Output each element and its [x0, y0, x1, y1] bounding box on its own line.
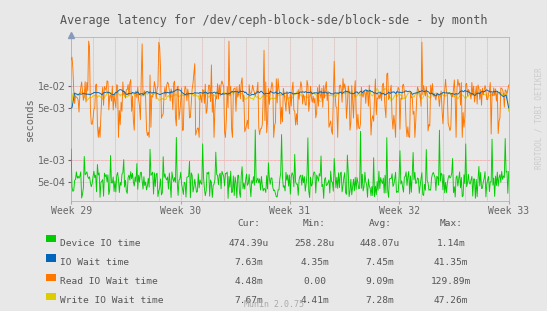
- Text: IO Wait time: IO Wait time: [60, 258, 129, 267]
- Text: 7.67m: 7.67m: [235, 296, 263, 305]
- Text: 448.07u: 448.07u: [360, 239, 400, 248]
- Text: 41.35m: 41.35m: [434, 258, 469, 267]
- Text: Min:: Min:: [303, 219, 326, 228]
- Text: 474.39u: 474.39u: [229, 239, 269, 248]
- Y-axis label: seconds: seconds: [25, 97, 35, 141]
- Text: 0.00: 0.00: [303, 277, 326, 286]
- Text: 4.41m: 4.41m: [300, 296, 329, 305]
- Text: Average latency for /dev/ceph-block-sde/block-sde - by month: Average latency for /dev/ceph-block-sde/…: [60, 14, 487, 27]
- Text: 7.45m: 7.45m: [366, 258, 394, 267]
- Text: 129.89m: 129.89m: [431, 277, 472, 286]
- Text: Max:: Max:: [440, 219, 463, 228]
- Text: 7.28m: 7.28m: [366, 296, 394, 305]
- Text: 1.14m: 1.14m: [437, 239, 465, 248]
- Text: RRDTOOL / TOBI OETIKER: RRDTOOL / TOBI OETIKER: [534, 67, 543, 169]
- Text: Read IO Wait time: Read IO Wait time: [60, 277, 158, 286]
- Text: 7.63m: 7.63m: [235, 258, 263, 267]
- Text: 9.09m: 9.09m: [366, 277, 394, 286]
- Text: 4.48m: 4.48m: [235, 277, 263, 286]
- Text: 4.35m: 4.35m: [300, 258, 329, 267]
- Text: 258.28u: 258.28u: [294, 239, 335, 248]
- Text: Write IO Wait time: Write IO Wait time: [60, 296, 164, 305]
- Text: Cur:: Cur:: [237, 219, 260, 228]
- Text: Avg:: Avg:: [369, 219, 392, 228]
- Text: Device IO time: Device IO time: [60, 239, 141, 248]
- Text: 47.26m: 47.26m: [434, 296, 469, 305]
- Text: Munin 2.0.75: Munin 2.0.75: [243, 300, 304, 309]
